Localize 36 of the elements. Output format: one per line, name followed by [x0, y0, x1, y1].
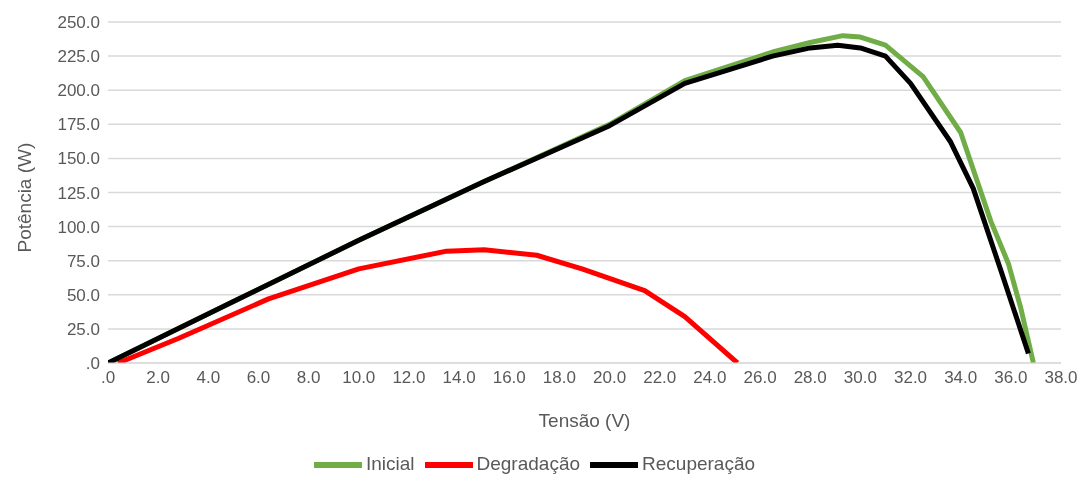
y-axis-title: Potência (W): [13, 142, 35, 253]
x-tick-label: 12.0: [392, 368, 426, 388]
legend-label: Degradação: [476, 453, 581, 475]
x-tick-label: 30.0: [843, 368, 877, 388]
y-tick-label: 25.0: [66, 319, 100, 339]
y-tick-label: 200.0: [57, 81, 100, 101]
x-tick-label: 10.0: [342, 368, 376, 388]
y-tick-label: 75.0: [66, 251, 100, 271]
y-tick-label: 250.0: [57, 13, 100, 33]
x-tick-label: 24.0: [693, 368, 727, 388]
x-tick-label: 8.0: [296, 368, 321, 388]
y-tick-label: 50.0: [66, 285, 100, 305]
x-tick-label: 28.0: [793, 368, 827, 388]
x-tick-label: 32.0: [893, 368, 928, 388]
x-tick-label: 2.0: [146, 368, 170, 388]
legend-label: Inicial: [365, 453, 415, 475]
x-tick-label: 16.0: [492, 368, 526, 388]
legend-label: Recuperação: [642, 453, 756, 475]
x-tick-label: 38.0: [1044, 368, 1078, 388]
x-tick-label: 20.0: [593, 368, 627, 388]
x-tick-label: .0: [100, 368, 116, 388]
y-tick-label: .0: [85, 354, 100, 374]
x-tick-label: 26.0: [743, 368, 777, 388]
y-tick-label: 125.0: [57, 183, 100, 203]
y-tick-label: 100.0: [57, 217, 100, 237]
x-tick-label: 22.0: [643, 368, 677, 388]
y-tick-label: 225.0: [57, 47, 100, 67]
x-tick-label: 18.0: [542, 368, 576, 388]
y-tick-label: 175.0: [57, 115, 100, 135]
x-tick-label: 14.0: [442, 368, 476, 388]
x-tick-label: 4.0: [196, 368, 221, 388]
y-tick-label: 150.0: [57, 149, 100, 169]
x-tick-label: 6.0: [246, 368, 271, 388]
x-tick-label: 36.0: [994, 368, 1028, 388]
x-axis-title: Tensão (V): [538, 410, 631, 431]
x-tick-label: 34.0: [944, 368, 978, 388]
